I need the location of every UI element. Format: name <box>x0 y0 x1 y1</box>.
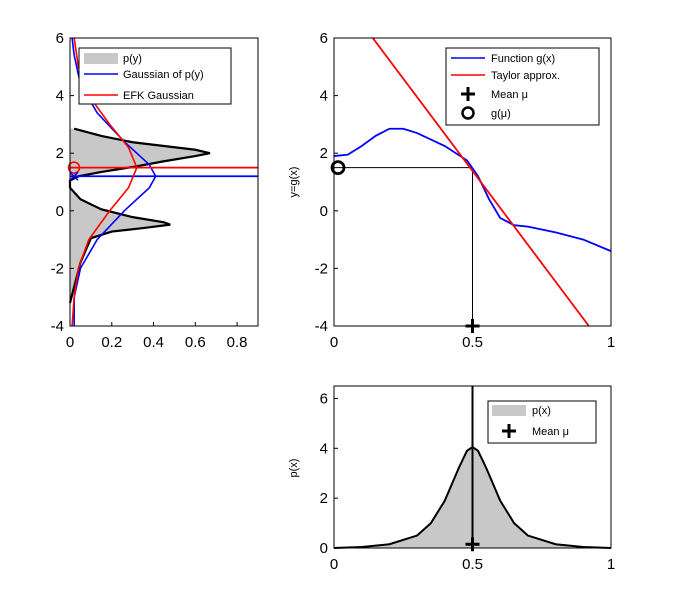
px-x-tick-label-2: 1 <box>607 556 615 573</box>
px-y-tick-label-1: 2 <box>320 490 328 507</box>
gx-legend-label-2: Mean μ <box>491 89 528 101</box>
gx-y-tick-label-2: 0 <box>320 203 328 220</box>
py-y-tick-label-2: 0 <box>56 203 64 220</box>
gx-y-tick-label-0: -4 <box>315 318 328 335</box>
py-legend-label-0: p(y) <box>123 53 142 65</box>
px-y-tick-labels: 0 2 4 6 <box>320 390 338 557</box>
gx-x-tick-label-2: 1 <box>607 334 615 351</box>
py-y-tick-label-0: -4 <box>51 318 64 335</box>
px-x-tick-labels: 0 0.5 1 <box>330 544 615 573</box>
gx-x-tick-label-0: 0 <box>330 334 338 351</box>
gx-y-tick-label-4: 4 <box>320 88 328 105</box>
py-legend-label-1: Gaussian of p(y) <box>123 69 204 81</box>
gx-legend-label-1: Taylor approx. <box>491 70 560 82</box>
py-legend: p(y) Gaussian of p(y) EFK Gaussian <box>78 47 232 105</box>
px-y-tick-label-2: 4 <box>320 440 328 457</box>
gx-x-tick-label-1: 0.5 <box>462 334 483 351</box>
gx-legend-box <box>445 47 600 126</box>
gx-legend-circle-marker <box>461 106 475 120</box>
py-x-tick-label-1: 0.2 <box>101 334 122 351</box>
py-plot-area <box>67 37 258 327</box>
gx-legend-label-3: g(μ) <box>491 108 511 120</box>
gx-series-taylor <box>372 38 590 326</box>
gx-y-tick-label-3: 2 <box>320 145 328 162</box>
py-panel: 0 0.2 0.4 0.6 0.8 -4 -2 0 2 4 6 p(y) Gaussian of … <box>51 30 259 351</box>
px-x-tick-label-1: 0.5 <box>462 556 483 573</box>
py-x-tick-labels: 0 0.2 0.4 0.6 0.8 <box>66 322 248 351</box>
gx-legend-plus-marker <box>461 87 475 101</box>
gx-x-tick-labels: 0 0.5 1 <box>330 322 615 351</box>
px-legend-label-0: p(x) <box>532 405 551 417</box>
px-y-tick-label-3: 6 <box>320 390 328 407</box>
py-y-tick-labels: -4 -2 0 2 4 6 <box>51 30 74 335</box>
px-legend-label-1: Mean μ <box>532 426 569 438</box>
gx-y-tick-label-5: 6 <box>320 30 328 47</box>
py-axes-box <box>69 37 259 327</box>
px-legend-plus-marker <box>502 424 516 438</box>
py-y-tick-label-4: 4 <box>56 88 64 105</box>
py-marker-x-b <box>69 171 79 181</box>
gx-g-mu-marker <box>330 160 346 176</box>
py-x-tick-label-0: 0 <box>66 334 74 351</box>
gx-series-function <box>334 127 611 252</box>
gx-legend: Function g(x) Taylor approx. Mean μ g(μ) <box>445 47 600 126</box>
py-legend-swatch-area <box>84 53 118 64</box>
py-marker-circle <box>67 161 81 174</box>
py-density-area <box>70 128 210 303</box>
gx-clipped <box>334 38 611 326</box>
py-y-tick-label-5: 6 <box>56 30 64 47</box>
gx-y-axis-label: y=g(x) <box>288 167 300 198</box>
px-legend: p(x) Mean μ <box>487 400 597 444</box>
py-x-tick-label-2: 0.4 <box>143 334 164 351</box>
gx-y-tick-label-1: -2 <box>315 260 328 277</box>
px-y-tick-label-0: 0 <box>320 540 328 557</box>
py-legend-label-2: EFK Gaussian <box>123 90 194 102</box>
py-x-tick-label-4: 0.8 <box>227 334 248 351</box>
gx-legend-label-0: Function g(x) <box>491 53 555 65</box>
gx-y-tick-labels: -4 -2 0 2 4 6 <box>315 30 338 335</box>
py-x-tick-label-3: 0.6 <box>185 334 206 351</box>
py-y-tick-label-1: -2 <box>51 260 64 277</box>
py-y-tick-label-3: 2 <box>56 145 64 162</box>
px-legend-swatch-area <box>492 405 526 416</box>
px-x-tick-label-0: 0 <box>330 556 338 573</box>
px-y-axis-label: p(x) <box>288 459 300 478</box>
